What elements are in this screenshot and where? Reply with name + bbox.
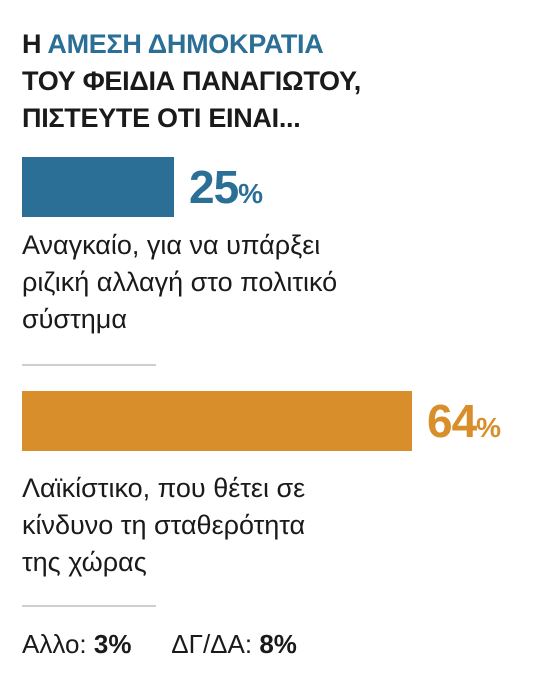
title-highlight: ΑΜΕΣΗ ΔΗΜΟΚΡΑΤΙΑ bbox=[47, 29, 324, 59]
chart-title: Η ΑΜΕΣΗ ΔΗΜΟΚΡΑΤΙΑ ΤΟΥ ΦΕΙΔΙΑ ΠΑΝΑΓΙΩΤΟΥ… bbox=[22, 26, 532, 137]
value-unit-populist: % bbox=[476, 412, 502, 443]
other-value: 3% bbox=[93, 629, 132, 659]
category-label-line: της χώρας bbox=[22, 547, 147, 577]
title-line-2: ΤΟΥ ΦΕΙΔΙΑ ΠΑΝΑΓΙΩΤΟΥ, bbox=[22, 66, 361, 96]
other-answers: Αλλο: 3% ΔΓ/ΔΑ: 8% bbox=[22, 626, 297, 662]
category-label-line: κίνδυνο τη σταθερότητα bbox=[22, 510, 306, 540]
category-label-necessary: Αναγκαίο, για να υπάρξει ριζική αλλαγή σ… bbox=[22, 227, 422, 338]
category-label-line: ριζική αλλαγή στο πολιτικό bbox=[22, 267, 338, 297]
divider bbox=[22, 364, 156, 366]
divider bbox=[22, 605, 156, 607]
value-number-populist: 64 bbox=[427, 395, 477, 447]
value-label-necessary: 25% bbox=[189, 161, 263, 220]
value-unit-necessary: % bbox=[238, 178, 264, 209]
dont-know-label: ΔΓ/ΔΑ: bbox=[171, 629, 253, 659]
other-label: Αλλο: bbox=[22, 629, 87, 659]
category-label-line: Αναγκαίο, για να υπάρξει bbox=[22, 230, 321, 260]
title-line-1: Η ΑΜΕΣΗ ΔΗΜΟΚΡΑΤΙΑ bbox=[22, 26, 532, 63]
title-line-3: ΠΙΣΤΕΥΤΕ ΟΤΙ ΕΙΝΑΙ... bbox=[22, 103, 301, 133]
category-label-line: σύστημα bbox=[22, 304, 127, 334]
value-number-necessary: 25 bbox=[189, 161, 239, 213]
bar-populist bbox=[22, 391, 412, 451]
dont-know-value: 8% bbox=[259, 629, 297, 659]
bar-necessary bbox=[22, 157, 174, 217]
category-label-populist: Λαϊκίστικο, που θέτει σε κίνδυνο τη σταθ… bbox=[22, 470, 422, 581]
title-prefix: Η bbox=[22, 29, 48, 59]
category-label-line: Λαϊκίστικο, που θέτει σε bbox=[22, 473, 306, 503]
value-label-populist: 64% bbox=[427, 395, 501, 454]
